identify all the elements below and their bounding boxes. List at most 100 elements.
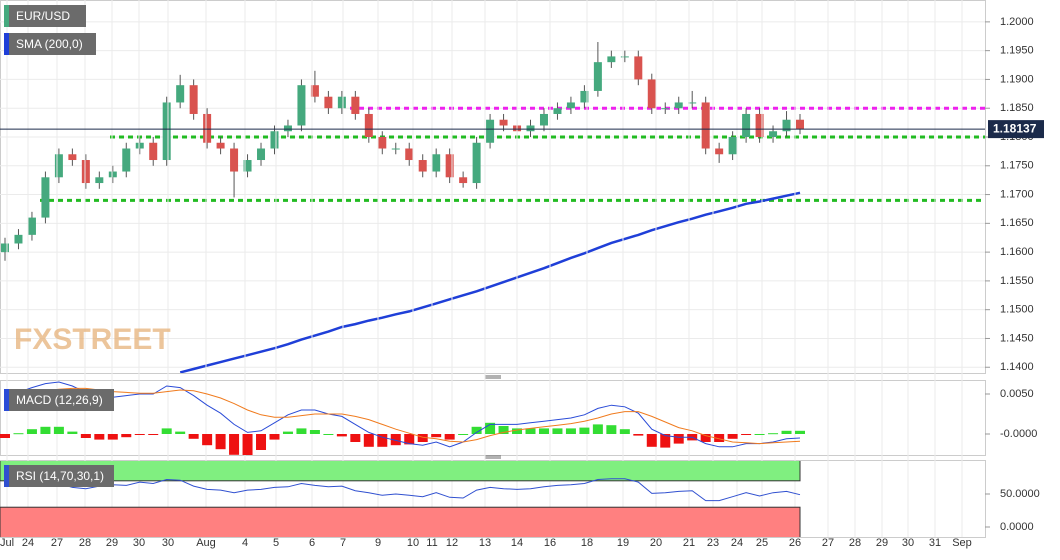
candle-body [41, 177, 50, 218]
x-tick-label: 5 [273, 537, 279, 549]
candle-body [418, 160, 427, 172]
histogram-bar [431, 434, 442, 438]
x-tick-label: 23 [707, 537, 719, 549]
line [4, 478, 801, 502]
histogram-bar [256, 434, 267, 450]
y-tick-label: 1.1900 [1000, 73, 1034, 85]
x-tick-label: 7 [340, 537, 346, 549]
splitter[interactable] [485, 455, 501, 459]
histogram-bar [741, 434, 752, 435]
x-tick-label: 12 [446, 537, 458, 549]
histogram-bar [161, 428, 172, 434]
watermark: FXSTREET [14, 323, 171, 356]
candle-body [445, 154, 454, 178]
candle-body [580, 90, 589, 103]
legend-sma[interactable]: SMA (200,0) [4, 33, 96, 55]
candle-body [203, 113, 212, 143]
candle-body [27, 217, 36, 235]
histogram-bar [40, 426, 51, 434]
histogram-bar [282, 431, 293, 434]
x-tick-label: 26 [789, 537, 801, 549]
y-tick-label: 0.0050 [1000, 388, 1034, 400]
histogram-bar [229, 434, 240, 455]
histogram-bar [781, 430, 792, 434]
histogram-bar [350, 434, 361, 442]
x-tick-label: 24 [731, 537, 743, 549]
candle-body [769, 131, 778, 137]
candle-body [243, 160, 252, 172]
line [179, 191, 801, 373]
rsi-panel [0, 460, 986, 538]
x-tick-label: 29 [106, 537, 118, 549]
line [4, 381, 801, 448]
candle-body [283, 125, 292, 132]
histogram-bar [363, 434, 374, 447]
x-tick-label: 30 [162, 537, 174, 549]
legend-rsi[interactable]: RSI (14,70,30,1) [4, 465, 114, 487]
candle-body [593, 62, 602, 91]
histogram-bar [619, 429, 630, 434]
histogram-bar [417, 434, 428, 442]
histogram-bar [121, 434, 132, 438]
candle-body [176, 85, 185, 103]
histogram-bar [673, 434, 684, 444]
histogram-bar [94, 434, 105, 440]
y-tick-label: 1.1700 [1000, 188, 1034, 200]
x-tick-label: 19 [617, 537, 629, 549]
histogram-bar [107, 434, 118, 440]
last-price-label: 1.18137 [993, 121, 1037, 135]
candle-body [486, 119, 495, 143]
histogram-bar [404, 434, 415, 445]
candle-body [459, 177, 468, 184]
histogram-bar [646, 434, 657, 447]
y-tick-label: 50.0000 [1000, 488, 1040, 500]
histogram-bar [67, 431, 78, 434]
histogram-bar [148, 434, 159, 435]
x-tick-label: 28 [79, 537, 91, 549]
legend-label: MACD (12,26,9) [16, 393, 103, 407]
histogram-bar [80, 434, 91, 438]
y-tick-label: 1.1850 [1000, 102, 1034, 114]
candle-body [364, 113, 373, 137]
histogram-bar [498, 426, 509, 434]
candle-body [566, 102, 575, 109]
panel-plot [0, 21, 985, 373]
candle-body [378, 136, 387, 149]
main-panel [0, 0, 986, 374]
y-tick-label: 1.2000 [1000, 16, 1034, 28]
legend-label: SMA (200,0) [16, 37, 83, 51]
y-tick-label: 1.1950 [1000, 45, 1034, 57]
legend-price[interactable]: EUR/USD [4, 5, 86, 27]
candle-body [539, 113, 548, 126]
histogram-bar [323, 434, 334, 435]
candle-body [620, 56, 629, 58]
x-tick-label: 30 [133, 537, 145, 549]
candle-body [108, 171, 117, 178]
histogram-bar [485, 422, 496, 434]
histogram-bar [633, 434, 644, 436]
legend-macd[interactable]: MACD (12,26,9) [4, 389, 114, 411]
histogram-bar [471, 426, 482, 434]
histogram-bar [269, 434, 280, 440]
candle-body [1, 243, 9, 253]
histogram-bar [309, 430, 320, 434]
candle-body [607, 56, 616, 63]
x-tick-label: 6 [309, 537, 315, 549]
x-tick-label: 13 [479, 537, 491, 549]
histogram-bar [134, 434, 145, 435]
x-tick-label: 31 [929, 537, 941, 549]
histogram-bar [579, 427, 590, 434]
candle-body [634, 56, 643, 80]
candle-body [526, 125, 535, 132]
histogram-bar [700, 434, 711, 442]
histogram-bar [727, 434, 738, 439]
histogram-bar [215, 434, 226, 450]
splitter[interactable] [485, 375, 501, 379]
histogram-bar [795, 430, 805, 434]
histogram-bar [525, 428, 536, 434]
x-tick-label: 18 [581, 537, 593, 549]
candle-body [728, 136, 737, 155]
x-tick-label: 28 [849, 537, 861, 549]
panel-plot [0, 381, 805, 455]
candle-body [796, 119, 804, 129]
